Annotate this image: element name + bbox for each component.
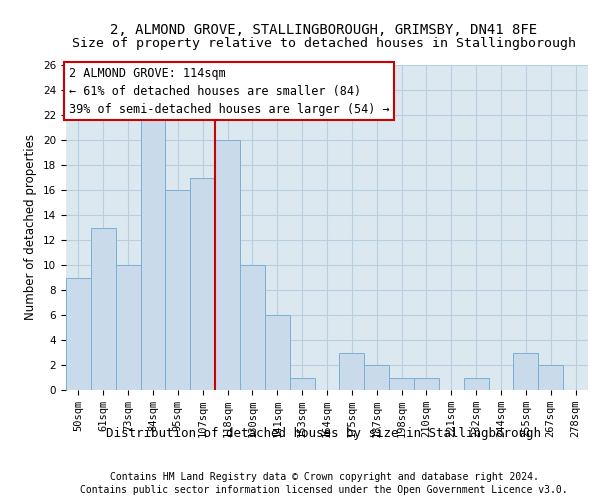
Bar: [91, 228, 116, 390]
Bar: [290, 378, 314, 390]
Bar: [538, 365, 563, 390]
Bar: [215, 140, 240, 390]
Y-axis label: Number of detached properties: Number of detached properties: [25, 134, 37, 320]
Bar: [514, 352, 538, 390]
Text: Size of property relative to detached houses in Stallingborough: Size of property relative to detached ho…: [72, 38, 576, 51]
Bar: [66, 278, 91, 390]
Bar: [116, 265, 140, 390]
Bar: [340, 352, 364, 390]
Bar: [265, 315, 290, 390]
Text: Distribution of detached houses by size in Stallingborough: Distribution of detached houses by size …: [107, 428, 542, 440]
Bar: [140, 115, 166, 390]
Text: 2 ALMOND GROVE: 114sqm
← 61% of detached houses are smaller (84)
39% of semi-det: 2 ALMOND GROVE: 114sqm ← 61% of detached…: [68, 66, 389, 116]
Bar: [364, 365, 389, 390]
Bar: [190, 178, 215, 390]
Text: Contains HM Land Registry data © Crown copyright and database right 2024.: Contains HM Land Registry data © Crown c…: [110, 472, 538, 482]
Text: Contains public sector information licensed under the Open Government Licence v3: Contains public sector information licen…: [80, 485, 568, 495]
Bar: [464, 378, 488, 390]
Bar: [240, 265, 265, 390]
Bar: [166, 190, 190, 390]
Text: 2, ALMOND GROVE, STALLINGBOROUGH, GRIMSBY, DN41 8FE: 2, ALMOND GROVE, STALLINGBOROUGH, GRIMSB…: [110, 22, 538, 36]
Bar: [389, 378, 414, 390]
Bar: [414, 378, 439, 390]
